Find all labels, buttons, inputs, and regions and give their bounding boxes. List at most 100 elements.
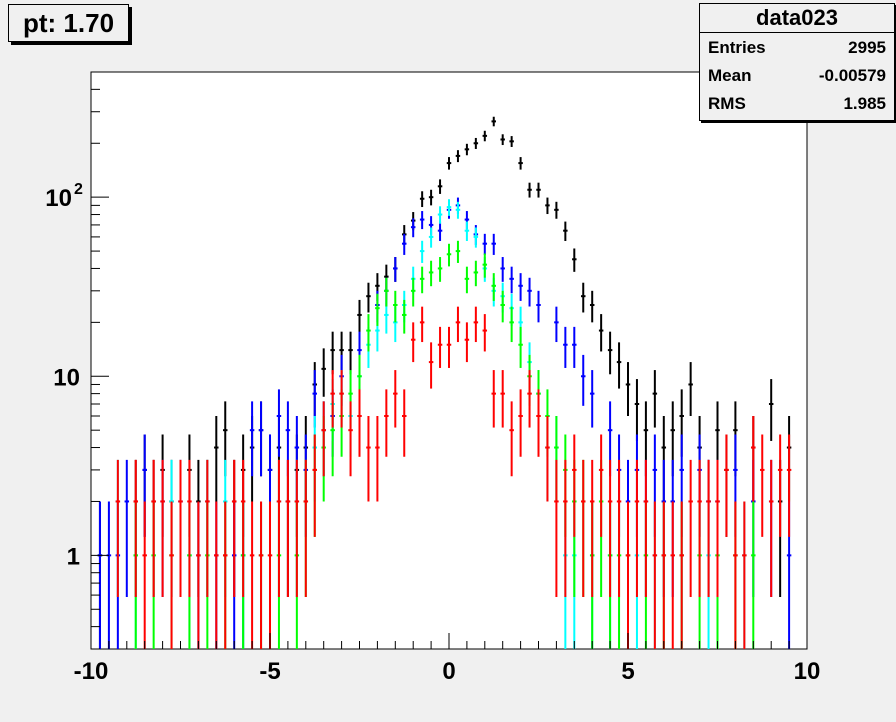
data-point [634, 379, 640, 441]
data-point [446, 326, 452, 368]
data-point [482, 253, 488, 278]
data-point [437, 221, 443, 241]
data-point [518, 389, 523, 457]
data-point [751, 415, 756, 502]
data-point [688, 459, 693, 597]
data-point [249, 401, 255, 477]
data-point [375, 415, 380, 502]
data-point [500, 370, 505, 428]
data-point [357, 389, 362, 457]
data-point [142, 501, 147, 649]
data-point [393, 370, 398, 428]
data-point [768, 379, 774, 441]
data-point [742, 501, 747, 649]
x-tick-label: 5 [621, 658, 634, 685]
data-point [563, 326, 568, 368]
data-point [169, 501, 174, 649]
data-point [339, 370, 344, 428]
x-tick-label: -10 [74, 658, 109, 685]
data-point [384, 389, 389, 457]
data-point [572, 434, 577, 537]
data-point [437, 179, 443, 194]
data-point [491, 370, 496, 428]
data-point [357, 299, 362, 334]
data-point [124, 459, 130, 597]
data-point [634, 459, 640, 597]
data-point [446, 157, 452, 170]
data-point [258, 401, 264, 477]
stats-box: data023 Entries 2995 Mean -0.00579 RMS 1… [699, 3, 895, 121]
data-point [455, 150, 461, 163]
data-point [419, 266, 425, 294]
data-point [428, 342, 434, 389]
data-point [366, 314, 371, 352]
data-point [428, 189, 434, 206]
data-point [330, 370, 335, 428]
stats-title: data023 [700, 4, 894, 33]
data-point [563, 459, 568, 597]
data-point [375, 293, 380, 326]
data-point [536, 389, 541, 457]
data-point [482, 233, 488, 255]
data-point [518, 157, 523, 170]
data-point [464, 221, 470, 241]
data-point [473, 227, 479, 248]
stats-value: -0.00579 [818, 66, 886, 85]
data-point [402, 299, 407, 334]
data-point [240, 459, 246, 597]
stats-row-rms: RMS 1.985 [700, 89, 894, 117]
data-point [768, 459, 774, 597]
data-point [661, 501, 667, 649]
data-point [482, 130, 488, 142]
data-point [563, 221, 568, 241]
data-point [419, 191, 425, 208]
data-point [491, 233, 496, 255]
data-point [777, 434, 783, 537]
data-point [760, 434, 765, 537]
stats-label: Entries [708, 38, 766, 57]
y-tick-label: 10 [45, 185, 72, 212]
data-point [527, 277, 532, 307]
data-point [393, 290, 398, 323]
data-point [607, 459, 613, 597]
data-point [500, 257, 505, 282]
data-point [652, 370, 658, 428]
data-point [589, 459, 595, 597]
data-point [419, 306, 425, 343]
data-point [321, 348, 326, 397]
series-4 [115, 306, 792, 649]
data-point [258, 501, 264, 649]
data-point [589, 370, 595, 428]
data-point [464, 143, 470, 156]
data-point [267, 501, 273, 649]
data-point [589, 290, 595, 323]
data-marks [97, 116, 792, 649]
data-point [509, 306, 514, 343]
data-point [786, 434, 792, 537]
data-point [419, 240, 425, 263]
y-tick-label: 10 [53, 364, 80, 391]
stats-label: Mean [708, 66, 752, 85]
data-point [303, 459, 309, 597]
data-point [572, 326, 577, 368]
data-point [473, 137, 479, 149]
data-point [178, 459, 183, 597]
data-point [446, 243, 452, 267]
data-point [410, 277, 416, 307]
data-point [330, 331, 335, 375]
data-point [455, 306, 461, 343]
data-point [598, 434, 604, 537]
x-tick-label: -5 [259, 658, 280, 685]
data-point [151, 459, 156, 597]
data-point [491, 273, 496, 301]
data-point [196, 501, 201, 649]
data-point [581, 459, 586, 597]
data-point [393, 257, 398, 282]
data-point [276, 389, 282, 457]
data-point [688, 362, 693, 416]
data-point [321, 401, 326, 477]
data-point [536, 290, 541, 323]
data-point [518, 326, 523, 368]
